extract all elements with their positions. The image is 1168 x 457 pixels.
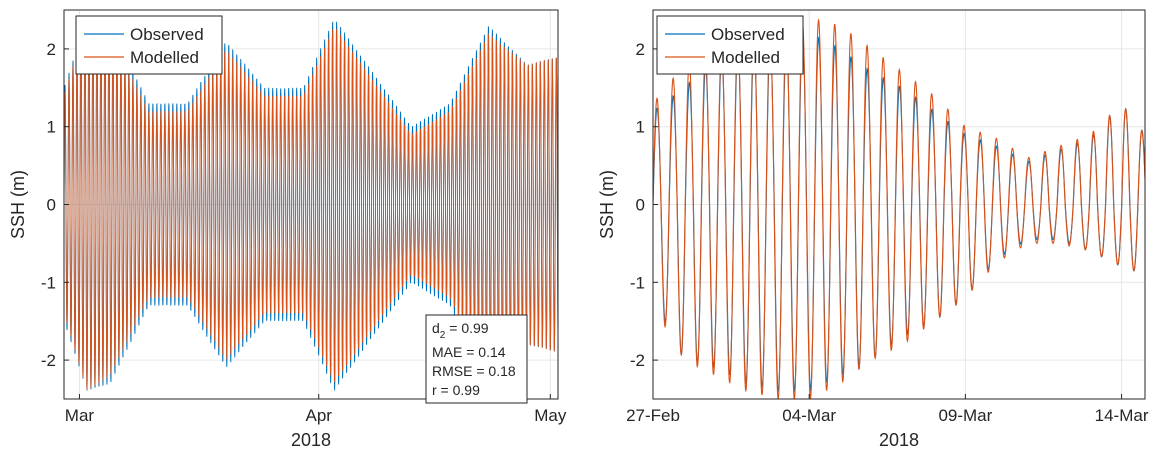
right-legend-modelled-label: Modelled [711, 48, 780, 67]
stats-d2-label: d [432, 320, 440, 336]
right-legend: Observed Modelled [656, 15, 804, 75]
x-tick-label: 09-Mar [938, 406, 992, 425]
right-panel: 27-Feb 04-Mar 09-Mar 14-Mar -2 -1 0 1 2 2018 SS… [597, 9, 1149, 450]
x-tick-label: 04-Mar [782, 406, 836, 425]
right-x-axis-label: 2018 [879, 430, 919, 450]
left-legend-box [75, 15, 223, 75]
left-legend-observed-label: Observed [130, 25, 204, 44]
y-tick-label: -1 [41, 273, 56, 292]
stats-rmse: RMSE = 0.18 [432, 363, 516, 379]
x-tick-label: May [534, 406, 567, 425]
right-x-ticks: 27-Feb 04-Mar 09-Mar 14-Mar [626, 394, 1149, 425]
x-tick-label: 14-Mar [1095, 406, 1149, 425]
right-legend-box [656, 15, 804, 75]
x-tick-label: 27-Feb [626, 406, 680, 425]
y-tick-label: -2 [630, 351, 645, 370]
x-tick-label: Apr [305, 406, 332, 425]
y-tick-label: -2 [41, 351, 56, 370]
x-tick-label: Mar [65, 406, 95, 425]
left-y-ticks: -2 -1 0 1 2 [41, 40, 69, 370]
left-plot-area [64, 18, 558, 391]
y-tick-label: 2 [636, 40, 645, 59]
stats-d2-value: = 0.99 [445, 320, 488, 336]
left-modelled-series [64, 18, 558, 390]
left-x-axis-label: 2018 [291, 430, 331, 450]
y-tick-label: 1 [636, 118, 645, 137]
left-legend: Observed Modelled [75, 15, 223, 75]
right-y-ticks: -2 -1 0 1 2 [630, 40, 658, 370]
y-tick-label: 0 [47, 196, 56, 215]
stats-d2-subscript: 2 [440, 330, 446, 341]
stats-mae: MAE = 0.14 [432, 344, 506, 360]
y-tick-label: -1 [630, 273, 645, 292]
right-legend-observed-label: Observed [711, 25, 785, 44]
right-plot-area [653, 18, 1145, 399]
stats-d2: d2 = 0.99 [432, 320, 489, 341]
stats-box-frame [425, 314, 528, 404]
stats-box: d2 = 0.99 MAE = 0.14 RMSE = 0.18 r = 0.9… [425, 314, 528, 404]
right-modelled-series [653, 18, 1145, 399]
y-tick-label: 1 [47, 118, 56, 137]
modelled-line [653, 18, 1145, 399]
left-y-axis-label: SSH (m) [8, 170, 28, 239]
y-tick-label: 0 [636, 196, 645, 215]
y-tick-label: 2 [47, 40, 56, 59]
stats-r: r = 0.99 [432, 382, 480, 398]
right-y-axis-label: SSH (m) [597, 170, 617, 239]
left-x-ticks: Mar Apr May [65, 394, 567, 425]
left-legend-modelled-label: Modelled [130, 48, 199, 67]
modelled-line [64, 18, 558, 390]
